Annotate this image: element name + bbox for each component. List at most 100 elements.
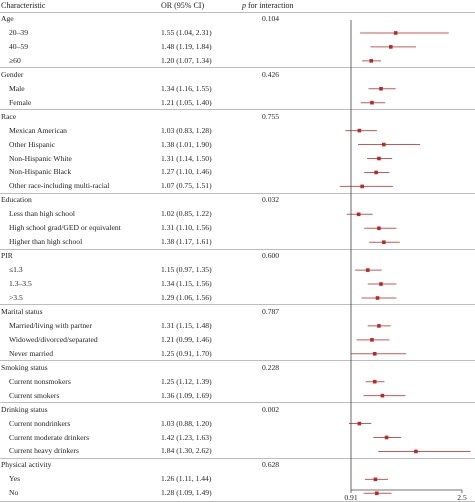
table-row: Never married 1.25 (0.91, 1.70) bbox=[0, 347, 475, 360]
subgroup-label: Current smokers bbox=[9, 390, 60, 400]
or-point bbox=[377, 156, 381, 161]
table-row: Current smokers 1.36 (1.09, 1.69) bbox=[0, 389, 475, 402]
or-point bbox=[374, 170, 378, 175]
table-row: Less than high school 1.02 (0.85, 1.22) bbox=[0, 207, 475, 220]
group-header-row: Marital status 0.787 bbox=[0, 305, 475, 318]
table-row: Non-Hispanic Black 1.27 (1.10, 1.46) bbox=[0, 165, 475, 178]
group-label: Smoking status bbox=[1, 362, 48, 372]
or-point bbox=[388, 45, 393, 49]
group-separator bbox=[0, 360, 475, 362]
group-label: Race bbox=[1, 111, 17, 121]
subgroup-label: 20–39 bbox=[9, 27, 28, 37]
or-point bbox=[382, 142, 386, 147]
table-row: High school grad/GED or equivalent 1.31 (… bbox=[0, 221, 475, 234]
or-ci-value: 1.28 (1.09, 1.49) bbox=[161, 488, 212, 498]
subgroup-label: 1.3–3.5 bbox=[9, 279, 32, 289]
group-separator bbox=[0, 248, 475, 250]
subgroup-label: Yes bbox=[9, 474, 21, 484]
or-point bbox=[377, 324, 381, 328]
header-characteristic: Characteristic bbox=[1, 1, 46, 10]
p-interaction-value: 0.104 bbox=[262, 14, 280, 23]
group-header-row: Age 0.104 bbox=[0, 12, 475, 25]
group-label: Marital status bbox=[1, 306, 43, 316]
group-label: PIR bbox=[1, 251, 13, 261]
subgroup-label: Female bbox=[9, 97, 32, 107]
or-ci-value: 1.38 (1.17, 1.61) bbox=[161, 237, 212, 247]
or-point bbox=[375, 491, 379, 496]
p-interaction-value: 0.426 bbox=[262, 69, 280, 79]
subgroup-label: No bbox=[9, 488, 19, 498]
subgroup-label: ≥60 bbox=[9, 55, 21, 65]
subgroup-label: ≤1.3 bbox=[9, 265, 23, 275]
p-interaction-value: 0.755 bbox=[262, 111, 280, 121]
group-label: Education bbox=[1, 195, 32, 205]
header-p-italic: p bbox=[242, 1, 246, 10]
subgroup-label: Non-Hispanic Black bbox=[9, 167, 72, 177]
or-point bbox=[384, 435, 389, 440]
or-ci-value: 1.27 (1.10, 1.46) bbox=[161, 167, 212, 177]
subgroup-label: Current heavy drinkers bbox=[9, 446, 80, 456]
or-point bbox=[372, 379, 377, 384]
subgroup-label: High school grad/GED or equivalent bbox=[9, 223, 121, 233]
or-ci-value: 1.21 (0.99, 1.46) bbox=[161, 334, 212, 344]
table-row: Higher than high school 1.38 (1.17, 1.61) bbox=[0, 235, 475, 248]
table-row: Non-Hispanic White 1.31 (1.14, 1.50) bbox=[0, 152, 475, 165]
group-header-row: Smoking status 0.228 bbox=[0, 361, 475, 374]
or-point bbox=[377, 226, 381, 231]
subgroup-label: 40–59 bbox=[9, 41, 28, 51]
subgroup-label: Current moderate drinkers bbox=[9, 432, 90, 442]
p-interaction-value: 0.787 bbox=[262, 306, 280, 316]
group-header-row: Gender 0.426 bbox=[0, 68, 475, 81]
or-point bbox=[373, 477, 378, 482]
group-header-row: Physical activity 0.628 bbox=[0, 458, 475, 471]
or-point bbox=[360, 184, 364, 189]
subgroup-label: Other Hispanic bbox=[9, 139, 56, 149]
table-row: Yes 1.26 (1.11, 1.44) bbox=[0, 472, 475, 485]
p-interaction-value: 0.032 bbox=[262, 195, 280, 205]
or-ci-value: 1.31 (1.15, 1.48) bbox=[161, 320, 212, 330]
or-point bbox=[372, 352, 377, 356]
table-row: Married/living with partner 1.31 (1.15, 1… bbox=[0, 319, 475, 332]
or-ci-value: 1.84 (1.30, 2.62) bbox=[161, 446, 212, 456]
group-header-row: Drinking status 0.002 bbox=[0, 403, 475, 416]
or-ci-value: 1.42 (1.23, 1.63) bbox=[161, 432, 212, 442]
table-row: 40–59 1.48 (1.19, 1.84) bbox=[0, 40, 475, 53]
or-point bbox=[375, 296, 380, 300]
subgroup-label: Widowed/divorced/separated bbox=[9, 334, 98, 344]
table-row: Other Hispanic 1.38 (1.01, 1.90) bbox=[0, 138, 475, 151]
group-header-row: PIR 0.600 bbox=[0, 249, 475, 262]
or-point bbox=[369, 59, 374, 63]
or-ci-value: 1.26 (1.11, 1.44) bbox=[161, 474, 212, 484]
or-ci-value: 1.31 (1.10, 1.56) bbox=[161, 223, 212, 233]
table-row: >3.5 1.29 (1.06, 1.56) bbox=[0, 291, 475, 304]
subgroup-label: Less than high school bbox=[9, 209, 76, 219]
group-label: Physical activity bbox=[1, 460, 52, 470]
or-ci-value: 1.20 (1.07, 1.34) bbox=[161, 55, 212, 65]
subgroup-label: Mexican American bbox=[9, 125, 67, 135]
or-ci-value: 1.07 (0.75, 1.51) bbox=[161, 181, 212, 191]
subgroup-label: Non-Hispanic White bbox=[9, 153, 72, 163]
table-row: Current nondrinkers 1.03 (0.88, 1.20) bbox=[0, 417, 475, 430]
subgroup-label: Never married bbox=[9, 348, 54, 358]
table-row: ≥60 1.20 (1.07, 1.34) bbox=[0, 54, 475, 67]
table-row: 20–39 1.55 (1.04, 2.31) bbox=[0, 26, 475, 39]
group-label: Age bbox=[1, 14, 14, 23]
or-ci-value: 1.03 (0.88, 1.20) bbox=[161, 418, 212, 428]
or-point bbox=[357, 421, 362, 426]
table-row: Widowed/divorced/separated 1.21 (0.99, 1.… bbox=[0, 333, 475, 346]
subgroup-label: >3.5 bbox=[9, 293, 23, 302]
p-interaction-value: 0.002 bbox=[262, 404, 280, 414]
table-row: No 1.28 (1.09, 1.49) bbox=[0, 486, 475, 499]
or-point bbox=[370, 338, 374, 342]
group-separator bbox=[0, 192, 475, 194]
subgroup-label: Other race-including multi-racial bbox=[9, 181, 110, 191]
or-ci-value: 1.31 (1.14, 1.50) bbox=[161, 153, 212, 163]
group-separator bbox=[0, 457, 475, 459]
table-row: Current nonsmokers 1.25 (1.12, 1.39) bbox=[0, 375, 475, 388]
subgroup-label: Higher than high school bbox=[9, 237, 83, 247]
group-label: Gender bbox=[1, 69, 24, 79]
header-p-rest: for interaction bbox=[246, 1, 294, 10]
or-ci-value: 1.25 (0.91, 1.70) bbox=[161, 348, 212, 358]
